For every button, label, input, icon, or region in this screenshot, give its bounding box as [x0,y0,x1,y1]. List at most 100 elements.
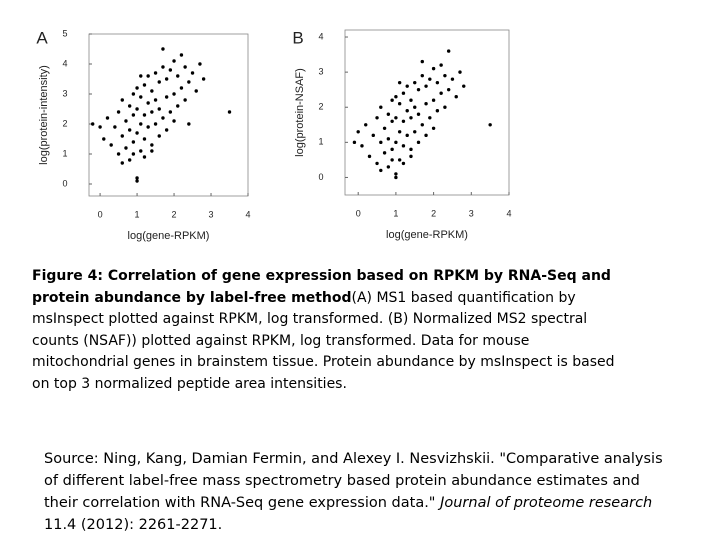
point [142,137,147,141]
point [172,59,176,63]
point [386,165,391,169]
point [172,92,176,96]
point [142,83,147,87]
point [201,77,206,81]
point [379,105,383,109]
y-tick-label: 0 [318,172,323,182]
point [168,68,173,72]
panel-label: B [292,28,303,47]
point [458,70,462,74]
x-tick-label: 1 [393,208,398,218]
point [424,102,428,106]
point [409,98,413,102]
point [428,116,432,120]
point [397,80,402,85]
point [390,147,394,152]
point [150,149,154,153]
point [187,122,191,126]
point [405,109,409,113]
y-tick-label: 2 [318,102,323,112]
point [405,84,409,88]
caption-bold: Figure 4: Correlation of gene expression… [32,268,611,306]
point [161,116,165,120]
point [102,137,106,141]
point [127,128,132,132]
y-tick-label: 4 [62,58,67,68]
point [183,98,187,102]
point [420,73,424,78]
point [424,84,428,88]
point [435,109,440,113]
point [394,95,398,99]
point [176,74,180,78]
point [168,110,173,114]
point [431,126,436,130]
point [139,122,143,126]
point [179,86,184,90]
point [367,154,372,159]
y-tick-label: 4 [318,31,323,41]
point [431,98,436,102]
point [462,84,466,88]
point [360,144,364,148]
x-tick-label: 2 [172,209,177,219]
point [364,123,368,127]
point [113,125,117,129]
x-axis-title: log(gene-RPKM) [128,230,210,242]
point [135,86,139,90]
point [394,172,398,176]
point [390,98,394,102]
point [405,133,409,138]
point [183,65,187,69]
point [131,92,136,96]
point [146,74,150,78]
point [120,161,124,165]
point [139,74,143,78]
point [146,101,150,105]
point [131,113,136,117]
point [153,122,158,126]
y-tick-label: 1 [318,137,323,147]
point [386,137,391,141]
point [397,158,402,162]
point [135,131,139,135]
point [356,130,360,134]
y-axis-title: log(protein-NSAF) [294,68,306,157]
x-tick-label: 2 [431,208,436,218]
point [379,168,383,173]
x-tick-label: 3 [469,208,474,218]
y-tick-label: 3 [318,67,323,77]
point [139,95,143,99]
point [164,95,169,99]
point [157,80,161,84]
point [142,113,147,117]
plot-frame [88,33,249,197]
point [176,104,180,108]
point [394,175,398,180]
point [401,119,406,123]
point [375,116,379,120]
point [150,143,154,147]
point [397,102,402,106]
point [164,77,169,81]
point [135,176,139,180]
point [454,95,458,99]
point [413,130,417,134]
y-tick-label: 1 [62,148,67,158]
panel-label: A [36,28,48,47]
point [172,119,176,123]
source: Source: Ning, Kang, Damian Fermin, and A… [44,448,674,536]
point [98,125,102,129]
point [124,119,128,123]
caption: Figure 4: Correlation of gene expression… [32,266,622,396]
point [443,105,447,109]
point [416,140,421,145]
point [424,133,428,138]
point [413,105,417,109]
point [135,107,139,111]
point [142,155,147,159]
point [190,71,195,75]
y-tick-label: 2 [62,118,67,128]
point [105,116,110,120]
point [394,116,398,120]
